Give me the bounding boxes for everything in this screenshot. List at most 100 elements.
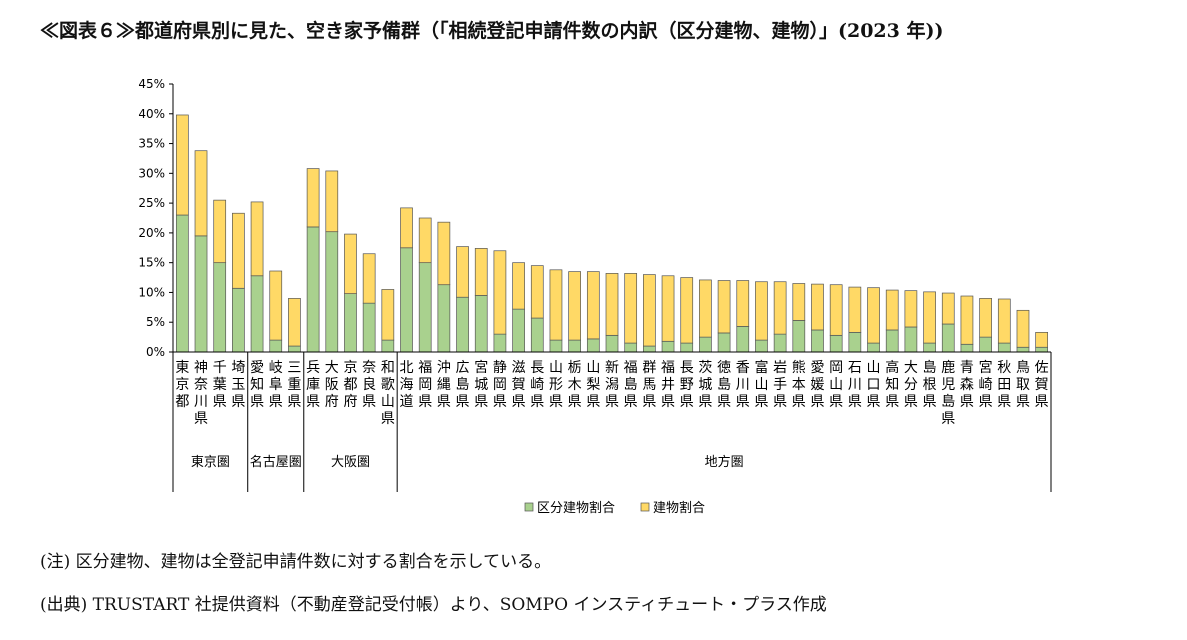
x-tick-label: 沖縄県: [437, 360, 451, 410]
bar-kubun-20: [549, 339, 563, 353]
bar-kubun-17: [493, 333, 507, 353]
x-tick-label: 香川県: [736, 360, 750, 410]
x-axis-labels: 東京都神奈川県千葉県埼玉県愛知県岐阜県三重県兵庫県大阪府京都府奈良県和歌山県北海…: [175, 359, 1048, 427]
x-tick-label: 石川県: [848, 360, 862, 410]
figure-title: ≪図表６≫都道府県別に見た、空き家予備群（「相続登記申請件数の内訳（区分建物、建…: [40, 20, 944, 42]
bar-kubun-13: [418, 262, 432, 353]
bar-tatemono-3: [232, 212, 245, 289]
x-tick-label: 福井県: [661, 360, 675, 410]
y-tick-label: 0%: [146, 345, 165, 359]
bar-tatemono-35: [829, 284, 843, 336]
bar-kubun-38: [885, 329, 899, 353]
bar-tatemono-7: [306, 168, 320, 228]
legend-label: 建物割合: [653, 500, 705, 516]
bar-kubun-3: [232, 287, 245, 353]
x-tick-label: 栃木県: [568, 360, 582, 410]
x-tick-label: 鹿児島県: [941, 359, 955, 427]
bar-kubun-25: [643, 345, 656, 353]
bar-tatemono-40: [923, 291, 936, 344]
source-text: (出典) TRUSTART 社提供資料（不動産登記受付帳）より、SOMPO イン…: [40, 595, 827, 615]
x-tick-label: 山口県: [867, 360, 881, 410]
bar-tatemono-29: [717, 280, 731, 334]
bar-tatemono-44: [997, 298, 1011, 344]
x-tick-label: 熊本県: [792, 360, 806, 410]
x-tick-label: 青森県: [960, 360, 974, 410]
y-axis: 0% 5% 10% 15% 20% 25% 30% 35% 40% 45%: [138, 77, 174, 359]
y-tick-label: 25%: [138, 196, 165, 210]
bar-tatemono-24: [624, 273, 638, 344]
bar-tatemono-17: [493, 250, 507, 335]
x-tick-label: 秋田県: [997, 360, 1011, 410]
bar-kubun-33: [792, 320, 806, 353]
x-tick-label: 茨城県: [698, 360, 712, 410]
x-tick-label: 東京都: [175, 360, 189, 410]
x-tick-label: 埼玉県: [231, 360, 245, 410]
bar-kubun-8: [325, 231, 339, 353]
bar-tatemono-5: [269, 270, 283, 341]
bar-tatemono-42: [960, 295, 974, 345]
x-tick-label: 三重県: [287, 360, 301, 410]
bar-tatemono-1: [194, 150, 208, 237]
bar-tatemono-46: [1035, 331, 1049, 348]
x-tick-label: 群馬県: [642, 360, 656, 410]
bar-kubun-37: [867, 342, 880, 353]
x-tick-label: 静岡県: [493, 360, 507, 410]
x-tick-label: 島根県: [923, 360, 937, 410]
y-tick-label: 5%: [146, 315, 165, 329]
x-tick-label: 滋賀県: [512, 360, 526, 410]
bar-tatemono-32: [773, 281, 787, 335]
x-tick-label: 宮城県: [474, 360, 488, 410]
bar-kubun-42: [960, 343, 974, 353]
bar-tatemono-37: [867, 287, 880, 344]
bar-kubun-28: [699, 336, 712, 353]
bar-tatemono-6: [288, 298, 301, 347]
bars: [173, 114, 1051, 353]
bar-kubun-22: [586, 338, 600, 353]
bar-kubun-23: [605, 334, 619, 353]
bar-kubun-41: [941, 323, 955, 353]
x-tick-label: 奈良県: [362, 360, 376, 410]
bar-kubun-18: [512, 308, 525, 353]
x-tick-label: 長崎県: [530, 360, 544, 410]
bar-kubun-10: [362, 302, 376, 353]
bar-tatemono-28: [699, 279, 712, 338]
x-tick-label: 神奈川県: [194, 360, 208, 427]
bar-tatemono-9: [344, 233, 357, 294]
legend-swatch: [524, 502, 534, 512]
x-tick-label: 高知県: [885, 359, 899, 410]
bar-kubun-26: [661, 340, 675, 353]
bar-tatemono-41: [941, 292, 955, 325]
bar-kubun-36: [848, 331, 862, 353]
x-tick-label: 徳島県: [717, 360, 731, 410]
bar-kubun-24: [624, 342, 638, 353]
x-tick-label: 山形県: [549, 360, 563, 410]
legend: 区分建物割合 建物割合: [524, 500, 705, 516]
bar-tatemono-15: [456, 246, 469, 298]
bar-tatemono-33: [792, 283, 806, 321]
bar-tatemono-10: [362, 253, 376, 304]
y-tick-label: 30%: [138, 166, 165, 180]
bar-kubun-11: [381, 339, 395, 353]
bar-tatemono-11: [381, 289, 395, 341]
bar-tatemono-20: [549, 269, 563, 341]
group-label: 地方圏: [705, 454, 744, 470]
group-label: 名古屋圏: [250, 454, 302, 470]
bar-kubun-30: [736, 326, 750, 353]
x-tick-label: 福岡県: [418, 360, 432, 410]
bar-kubun-39: [904, 326, 918, 353]
bar-tatemono-39: [904, 290, 918, 328]
bar-kubun-43: [979, 336, 992, 353]
bar-kubun-35: [829, 334, 843, 353]
bar-kubun-27: [680, 342, 694, 353]
x-tick-label: 大阪府: [325, 360, 339, 410]
x-tick-label: 岩手県: [773, 360, 787, 410]
bar-kubun-12: [400, 247, 413, 353]
bar-tatemono-43: [979, 298, 992, 338]
x-tick-label: 和歌山県: [381, 360, 395, 427]
bar-kubun-32: [773, 333, 787, 353]
y-tick-label: 15%: [138, 256, 165, 270]
x-tick-label: 岡山県: [829, 360, 843, 410]
region-groups: 東京圏 名古屋圏 大阪圏 地方圏: [172, 352, 1052, 492]
bar-tatemono-30: [736, 280, 750, 327]
